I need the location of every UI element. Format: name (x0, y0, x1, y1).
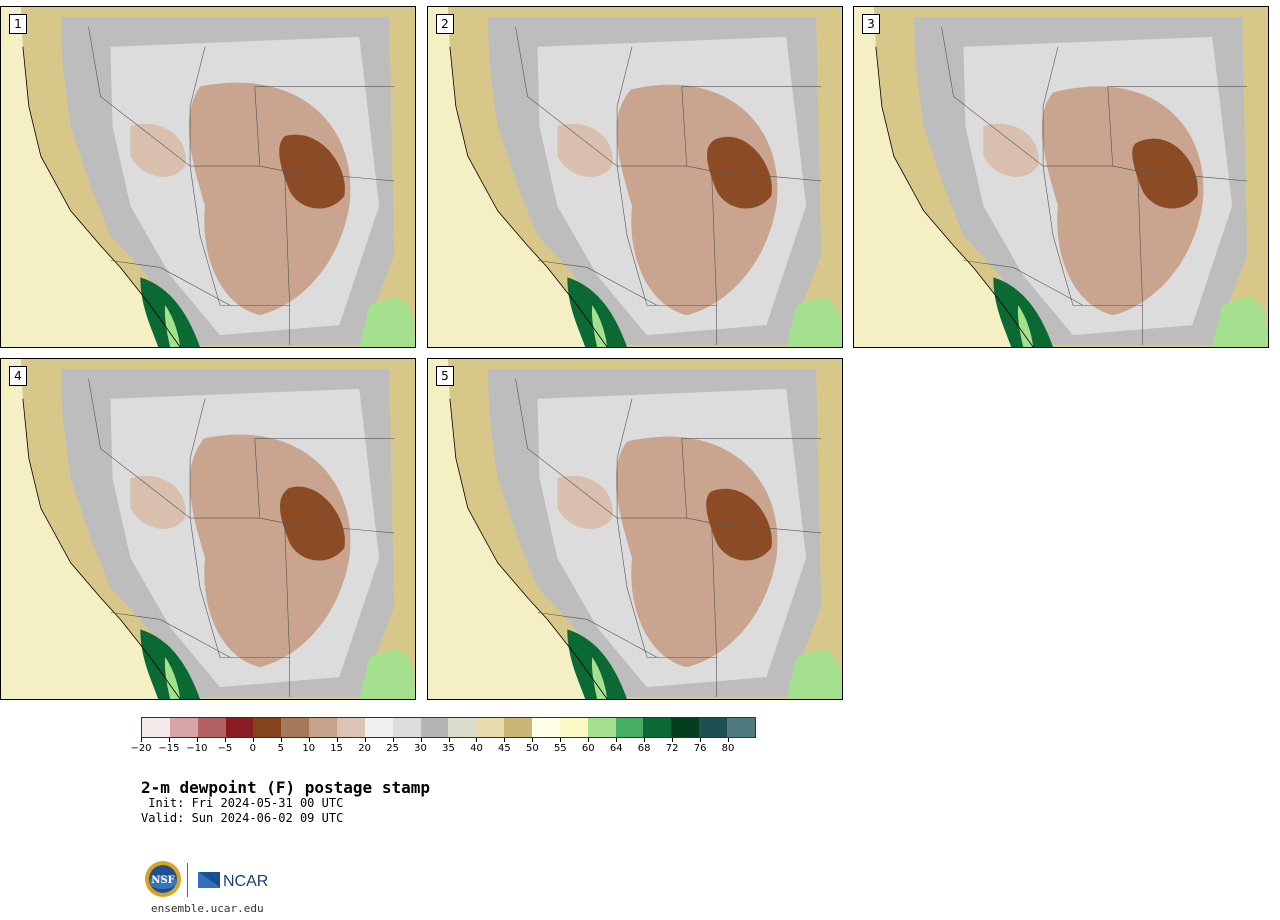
dewpoint-map (428, 7, 842, 347)
colorbar-tick-label: 10 (302, 743, 316, 754)
stamp-member-label: 5 (436, 366, 454, 386)
colorbar-segment (281, 718, 310, 737)
colorbar (141, 717, 756, 738)
colorbar-tick-mark (616, 738, 618, 742)
colorbar-tick-label: −5 (217, 743, 233, 754)
colorbar-tick-label: 76 (693, 743, 707, 754)
colorbar-tick-mark (672, 738, 674, 742)
colorbar-tick-mark (728, 738, 730, 742)
colorbar-segment (225, 718, 254, 737)
site-url: ensemble.ucar.edu (151, 902, 264, 915)
colorbar-segment (559, 718, 588, 737)
colorbar-tick-label: 72 (665, 743, 679, 754)
colorbar-tick-label: 80 (721, 743, 735, 754)
colorbar-tick-mark (196, 738, 198, 742)
colorbar-tick-mark (280, 738, 282, 742)
dewpoint-map (1, 7, 415, 347)
colorbar-tick-mark (532, 738, 534, 742)
colorbar-segment (337, 718, 365, 737)
colorbar-segment (699, 718, 728, 737)
colorbar-tick-label: 35 (442, 743, 455, 754)
logo-divider (187, 863, 188, 897)
colorbar-tick-mark (588, 738, 590, 742)
colorbar-segment (671, 718, 700, 737)
colorbar-tick-label: 55 (553, 743, 567, 754)
dewpoint-map (1, 359, 415, 699)
colorbar-tick-label: 0 (249, 743, 256, 754)
colorbar-tick-mark (336, 738, 338, 742)
colorbar-segment (504, 718, 533, 737)
colorbar-segment (587, 718, 616, 737)
colorbar-ticks: −20 −15 −10 −5 0 5 10 15 20 25 30 35 40 45 50 55 60 64 68 7… (130, 738, 756, 762)
colorbar-tick-label: 30 (414, 743, 427, 754)
colorbar-tick-label: 45 (498, 743, 511, 754)
colorbar-tick-label: 25 (386, 743, 399, 754)
colorbar-tick-label: 64 (609, 743, 623, 754)
figure-title: 2-m dewpoint (F) postage stamp (141, 778, 430, 797)
colorbar-segment (727, 718, 755, 737)
stamp-panel-4: 4 (0, 358, 416, 700)
ncar-logo-icon: NCAR (198, 872, 268, 890)
dewpoint-map (428, 359, 842, 699)
colorbar-segment (532, 718, 560, 737)
colorbar-segment (197, 718, 226, 737)
colorbar-tick-label: 60 (581, 743, 595, 754)
stamp-member-label: 4 (9, 366, 27, 386)
colorbar-tick-label: 15 (330, 743, 344, 754)
colorbar-segment (448, 718, 477, 737)
colorbar-segment (253, 718, 282, 737)
colorbar-tick-label: −10 (186, 743, 208, 754)
stamp-member-label: 1 (9, 14, 27, 34)
ncar-logo-text: NCAR (223, 873, 268, 890)
colorbar-tick-mark (560, 738, 562, 742)
colorbar-segment (142, 718, 170, 737)
colorbar-tick-mark (448, 738, 450, 742)
colorbar-segment (420, 718, 449, 737)
colorbar-segment (392, 718, 421, 737)
colorbar-tick-label: 20 (358, 743, 371, 754)
colorbar-tick-label: −15 (158, 743, 180, 754)
colorbar-segment (309, 718, 338, 737)
colorbar-segment (643, 718, 672, 737)
init-time: Init: Fri 2024-05-31 00 UTC (141, 796, 344, 810)
valid-time: Valid: Sun 2024-06-02 09 UTC (141, 811, 344, 825)
colorbar-tick-mark (168, 738, 170, 742)
colorbar-tick-mark (700, 738, 702, 742)
logos: NSF NCAR (144, 860, 274, 902)
colorbar-tick-mark (224, 738, 226, 742)
stamp-panel-3: 3 (853, 6, 1269, 348)
stamp-panel-1: 1 (0, 6, 416, 348)
colorbar-tick-mark (644, 738, 646, 742)
colorbar-tick-label: 68 (637, 743, 651, 754)
colorbar-segment (476, 718, 505, 737)
colorbar-tick-mark (504, 738, 506, 742)
stamp-panel-2: 2 (427, 6, 843, 348)
stamp-panel-5: 5 (427, 358, 843, 700)
nsf-logo-text: NSF (151, 875, 174, 886)
colorbar-tick-mark (476, 738, 478, 742)
colorbar-segment (615, 718, 644, 737)
stamp-member-label: 3 (862, 14, 880, 34)
dewpoint-map (854, 7, 1268, 347)
nsf-logo-icon: NSF (145, 861, 181, 897)
colorbar-tick-mark (252, 738, 254, 742)
colorbar-tick-mark (364, 738, 366, 742)
colorbar-segment (169, 718, 198, 737)
colorbar-tick-label: −20 (130, 743, 152, 754)
colorbar-tick-mark (392, 738, 394, 742)
colorbar-tick-mark (308, 738, 310, 742)
colorbar-segment (364, 718, 393, 737)
colorbar-tick-mark (141, 738, 142, 742)
stamp-member-label: 2 (436, 14, 454, 34)
colorbar-tick-label: 50 (525, 743, 539, 754)
colorbar-tick-mark (420, 738, 422, 742)
colorbar-tick-label: 5 (277, 743, 284, 754)
colorbar-tick-label: 40 (470, 743, 483, 754)
